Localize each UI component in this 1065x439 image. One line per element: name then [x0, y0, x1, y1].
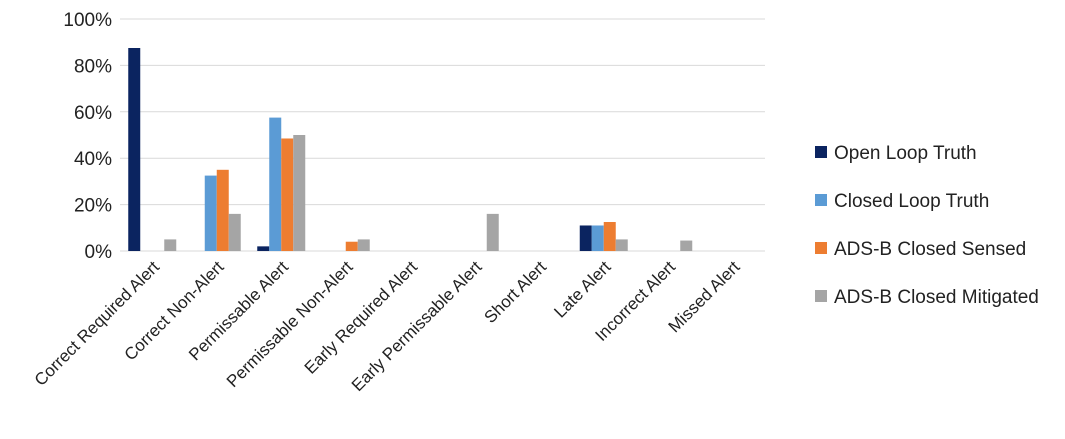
- bar: [128, 48, 141, 251]
- legend-label: Closed Loop Truth: [834, 191, 989, 212]
- category-label: Short Alert: [481, 257, 551, 327]
- y-tick-label: 40%: [74, 149, 112, 170]
- y-tick-label: 60%: [74, 103, 112, 124]
- legend-swatch: [815, 242, 827, 254]
- legend-label: ADS-B Closed Mitigated: [834, 287, 1039, 308]
- bar: [228, 213, 241, 251]
- series-group: [216, 138, 616, 251]
- bar: [579, 225, 592, 251]
- category-label: Permissable Non-Alert: [223, 257, 357, 391]
- series-group: [164, 135, 693, 251]
- category-label: Early Permissable Alert: [348, 257, 486, 395]
- series-group: [128, 48, 592, 251]
- legend-item: ADS-B Closed Mitigated: [815, 287, 1039, 308]
- bar: [603, 222, 616, 251]
- bar: [591, 225, 604, 251]
- bar: [269, 117, 282, 251]
- bar: [257, 246, 270, 251]
- legend-swatch: [815, 290, 827, 302]
- y-tick-label: 80%: [74, 56, 112, 77]
- legend-item: ADS-B Closed Sensed: [815, 239, 1026, 260]
- bar: [281, 138, 294, 251]
- y-tick-label: 0%: [85, 242, 113, 263]
- y-axis-tick-labels: 0% 20% 40% 60% 80% 100%: [63, 10, 112, 263]
- y-tick-label: 20%: [74, 196, 112, 217]
- bar: [357, 239, 370, 251]
- y-tick-label: 100%: [63, 10, 112, 31]
- bar: [164, 239, 177, 251]
- legend: Open Loop Truth Closed Loop Truth ADS-B Cl…: [815, 143, 1039, 308]
- bar: [204, 175, 217, 251]
- category-label: Correct Required Alert: [31, 257, 164, 390]
- legend-swatch: [815, 194, 827, 206]
- legend-label: ADS-B Closed Sensed: [834, 239, 1026, 260]
- series-group: [204, 117, 604, 251]
- bar: [216, 169, 229, 251]
- legend-item: Closed Loop Truth: [815, 191, 989, 212]
- bar: [486, 213, 499, 251]
- category-label: Early Required Alert: [301, 257, 422, 378]
- bar: [680, 240, 693, 251]
- bar: [293, 135, 306, 251]
- legend-item: Open Loop Truth: [815, 143, 977, 164]
- bar: [615, 239, 628, 251]
- bars: [128, 48, 693, 251]
- legend-swatch: [815, 146, 827, 158]
- bar: [345, 241, 358, 251]
- legend-label: Open Loop Truth: [834, 143, 977, 164]
- category-label: Late Alert: [550, 257, 614, 321]
